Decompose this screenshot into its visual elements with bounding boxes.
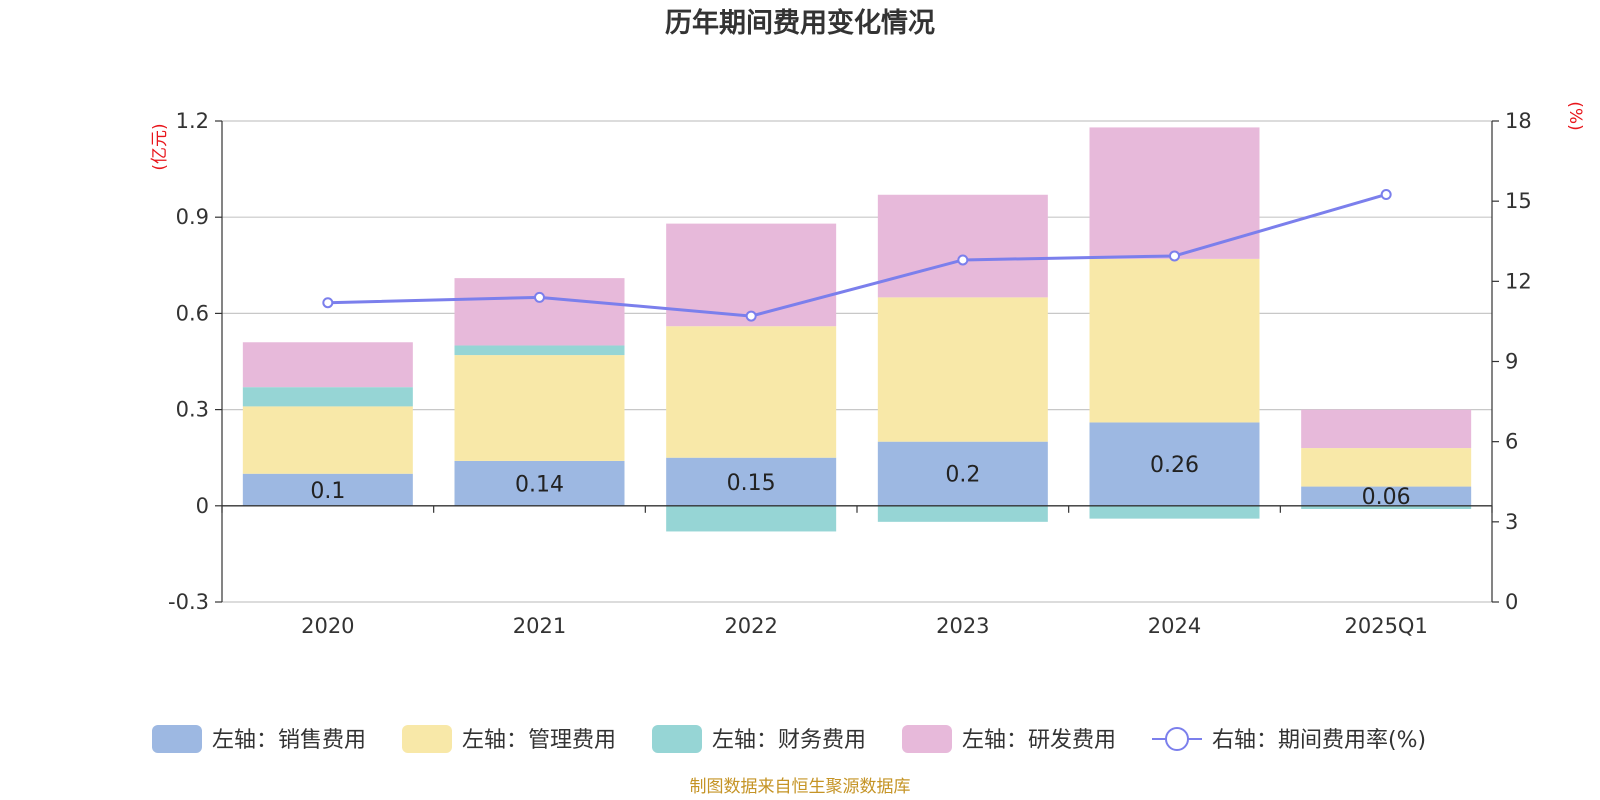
bar-segment — [1301, 505, 1472, 510]
right-axis-unit: (%) — [1565, 101, 1585, 130]
rate-point — [1380, 188, 1392, 200]
legend-swatch — [902, 725, 952, 753]
bar-segment — [666, 326, 837, 458]
left-tick-label: 0.9 — [176, 205, 209, 229]
bar-segment — [242, 406, 413, 474]
legend-label: 左轴：销售费用 — [212, 728, 366, 753]
axes: 1.2 0.9 0.6 0.3 0 -0.3 18 15 12 9 6 3 0 2020 2021 2022 2… — [168, 109, 1532, 638]
bar-segment — [1301, 486, 1472, 506]
legend-label: 左轴：财务费用 — [712, 728, 866, 753]
rate-point — [322, 297, 334, 309]
category-label: 2020 — [301, 614, 354, 638]
left-tick-label: 0.6 — [176, 301, 209, 325]
legend-label: 左轴：研发费用 — [962, 728, 1116, 753]
category-label: 2021 — [513, 614, 566, 638]
legend-swatch — [152, 725, 202, 753]
right-tick-label: 9 — [1505, 350, 1518, 374]
bar-segment — [454, 460, 625, 506]
source-note: 制图数据来自恒生聚源数据库 — [690, 777, 911, 797]
category-label: 2024 — [1148, 614, 1201, 638]
bar-segment — [1089, 258, 1260, 423]
category-label: 2023 — [936, 614, 989, 638]
gridlines — [222, 120, 1492, 603]
right-tick-label: 18 — [1505, 109, 1532, 133]
bar-data-label: 0.26 — [1150, 453, 1199, 478]
bar-segment — [666, 457, 837, 506]
left-tick-label: -0.3 — [168, 590, 209, 614]
bar-segment — [1301, 448, 1472, 487]
bar-data-label: 0.14 — [515, 472, 564, 497]
legend-marker — [1165, 727, 1189, 751]
bar-segment — [877, 441, 1048, 506]
right-tick-label: 6 — [1505, 430, 1518, 454]
legend-swatch — [652, 725, 702, 753]
bar-segment — [454, 345, 625, 356]
category-label: 2022 — [724, 614, 777, 638]
left-axis-unit: (亿元) — [150, 123, 170, 170]
bar-data-label: 0.06 — [1362, 485, 1411, 510]
bar-segment — [1301, 409, 1472, 449]
bar-segment — [1089, 505, 1260, 519]
bar-labels: 0.1 0.14 0.15 0.2 0.26 0.06 — [310, 453, 1410, 510]
bar-segment — [877, 505, 1048, 522]
bar-segment — [1089, 127, 1260, 259]
bar-segment — [242, 342, 413, 388]
category-label: 2025Q1 — [1344, 614, 1427, 638]
bar-segment — [877, 297, 1048, 442]
right-tick-label: 12 — [1505, 269, 1532, 293]
rate-line-path — [327, 193, 1387, 318]
chart-title: 历年期间费用变化情况 — [665, 7, 935, 39]
bar-segment — [454, 355, 625, 461]
rate-point — [957, 254, 969, 266]
left-tick-label: 0 — [196, 494, 209, 518]
bar-segment — [666, 223, 837, 327]
bar-data-label: 0.1 — [310, 479, 345, 504]
right-tick-label: 0 — [1505, 590, 1518, 614]
bar-segment — [1089, 422, 1260, 506]
right-tick-label: 15 — [1505, 189, 1532, 213]
right-tick-label: 3 — [1505, 510, 1518, 534]
bar-segment — [877, 194, 1048, 298]
bar-segment — [242, 473, 413, 506]
rate-point — [534, 291, 545, 303]
rate-point — [745, 310, 757, 322]
legend-swatch — [402, 725, 452, 753]
bar-segment — [242, 387, 413, 407]
legend-label: 左轴：管理费用 — [462, 728, 616, 753]
rate-point — [1169, 250, 1180, 262]
left-tick-label: 0.3 — [176, 398, 209, 422]
legend-label: 右轴：期间费用率(%) — [1212, 728, 1426, 753]
rate-line — [322, 188, 1392, 322]
bar-data-label: 0.2 — [945, 463, 980, 488]
left-tick-label: 1.2 — [176, 109, 209, 133]
bar-segment — [666, 505, 837, 532]
bar-segment — [454, 278, 625, 346]
bars — [242, 127, 1472, 532]
bar-data-label: 0.15 — [727, 471, 776, 496]
legend: 左轴：销售费用 左轴：管理费用 左轴：财务费用 左轴：研发费用 右轴：期间费用率(%) — [152, 725, 1426, 753]
